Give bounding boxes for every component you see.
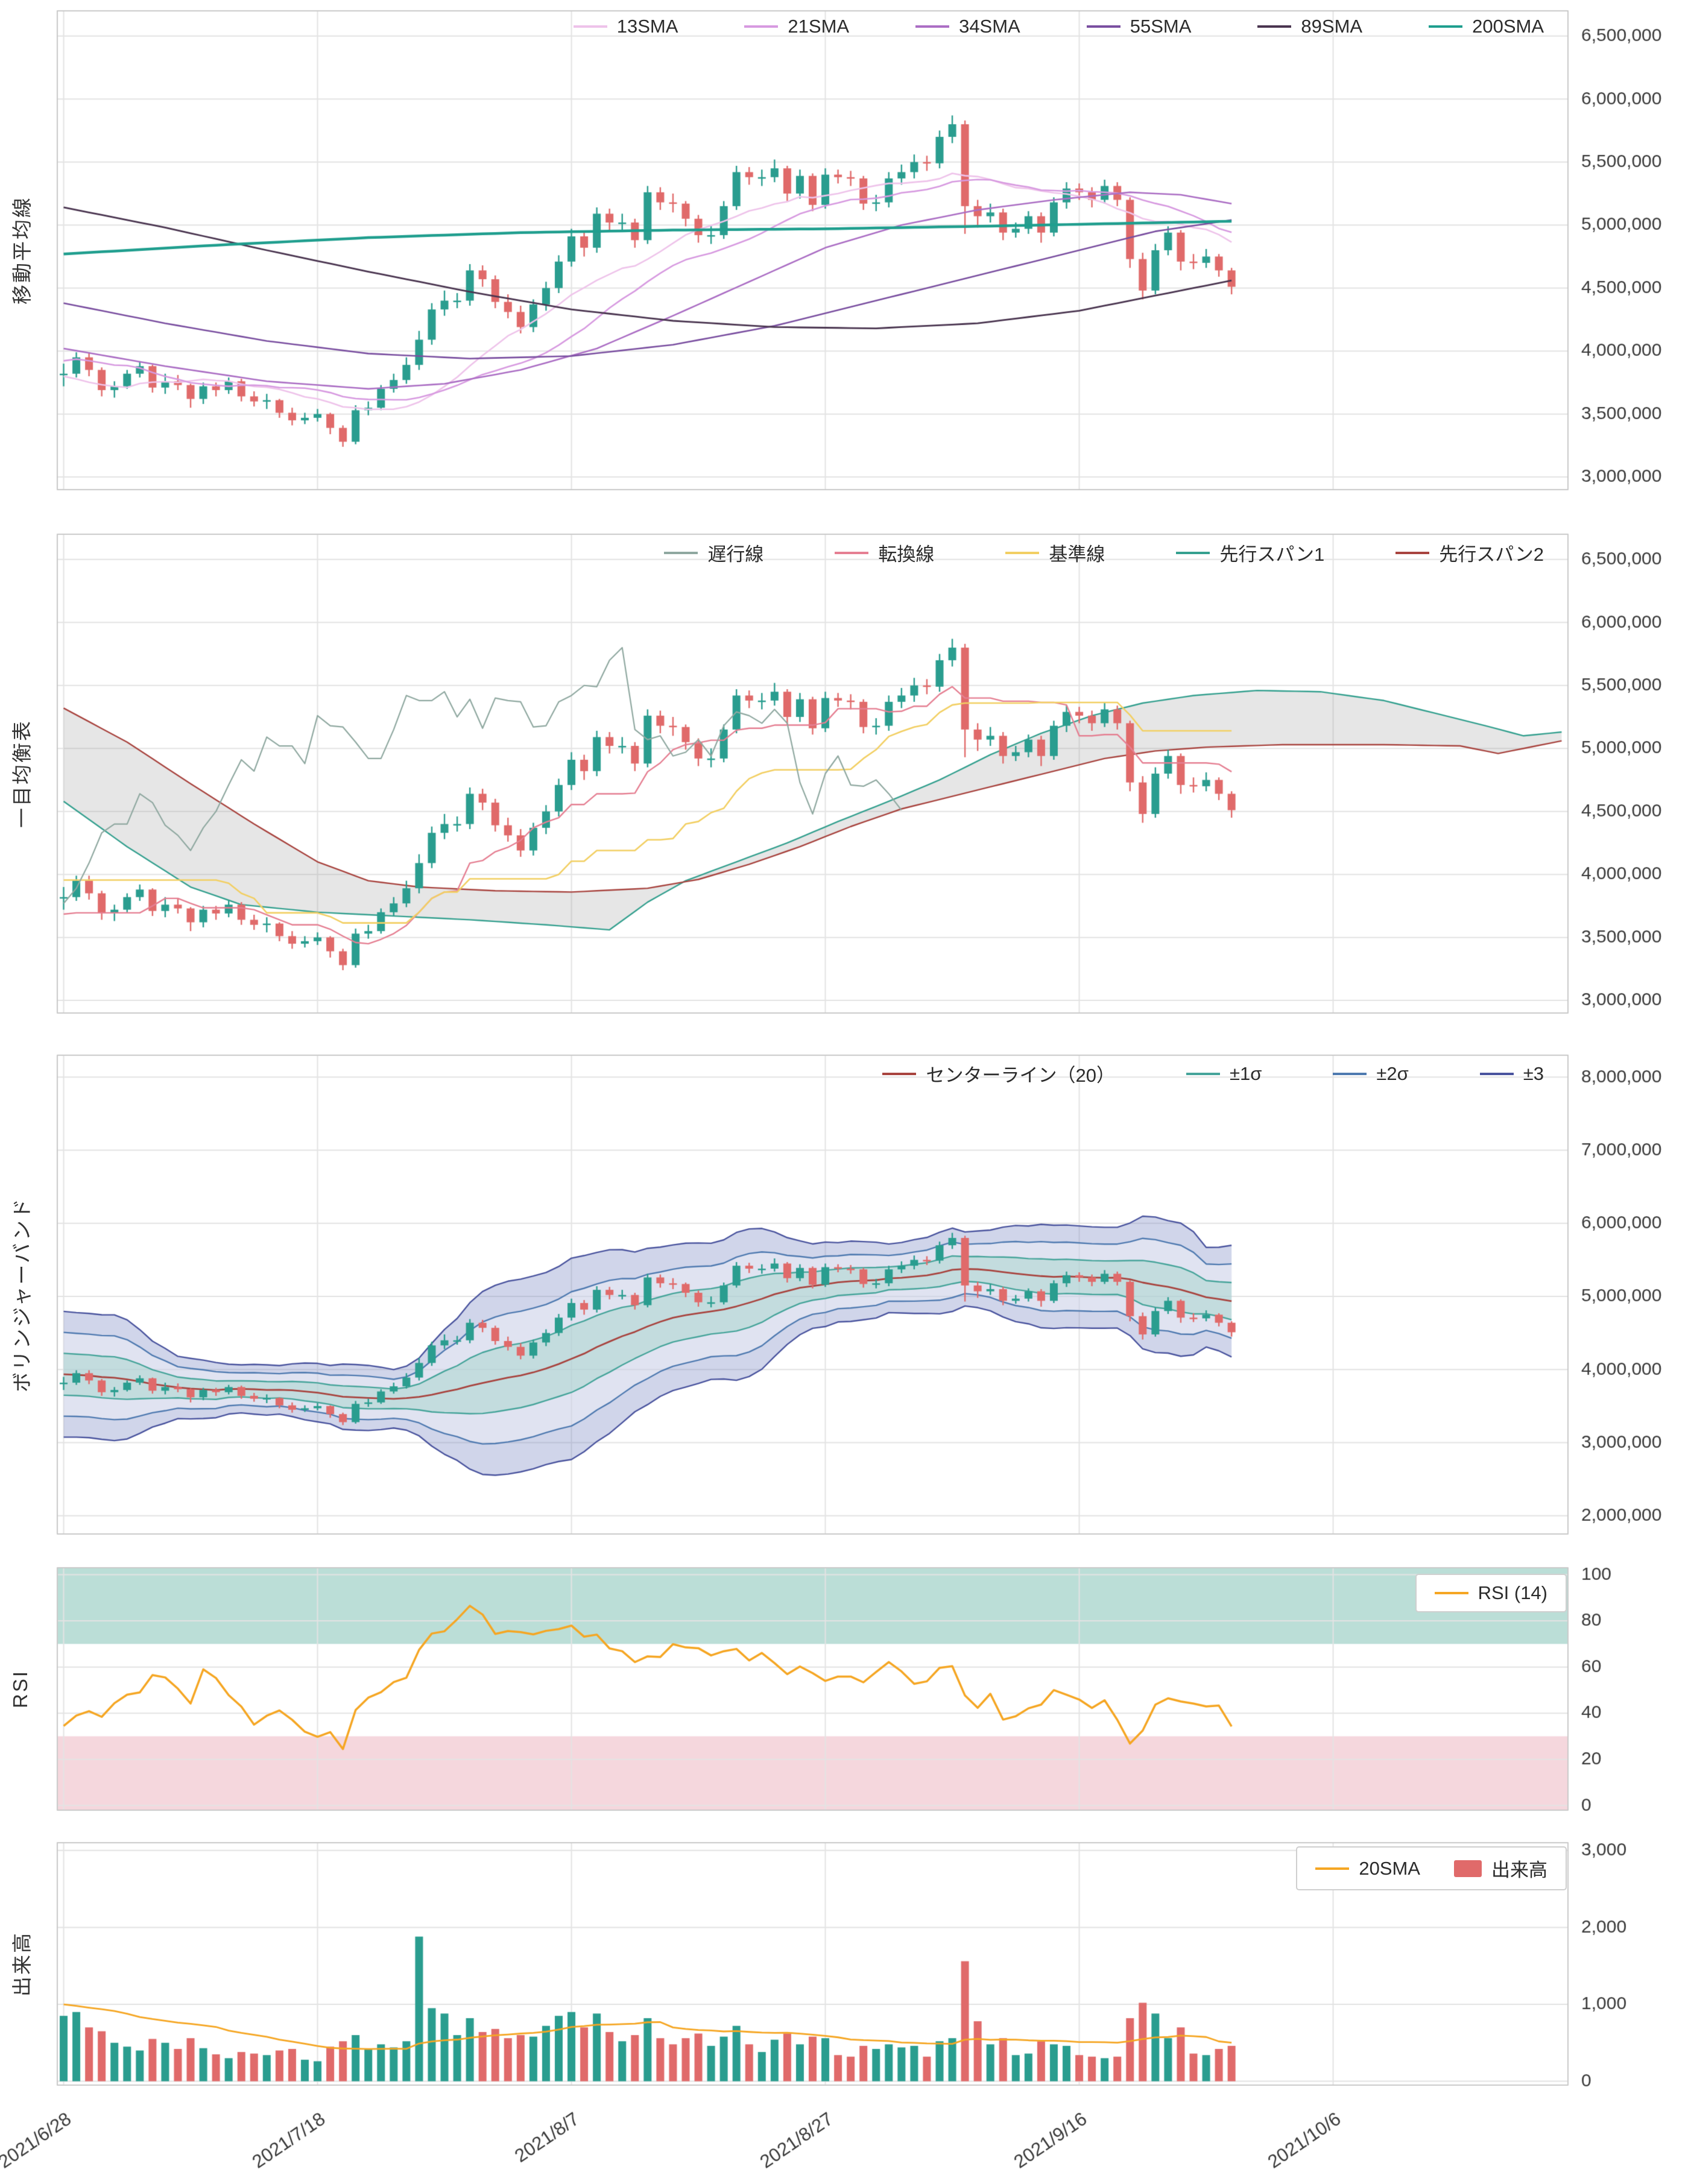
panel-ichimoku: 一目均衡表 遅行線 転換線 基準線 先行スパン1 先行スパン2 [0,529,1691,1018]
legend-line-swatch [1434,1592,1468,1594]
legend-item-ichimoku-4: 先行スパン2 [1395,539,1544,566]
legend-item-ichimoku-2: 基準線 [1005,539,1105,566]
legend-item-sma-3: 55SMA [1086,16,1192,37]
legend-label: 先行スパン2 [1439,544,1544,565]
volume-legend: 20SMA 出来高 [1296,1846,1567,1890]
volume-axis-title-text: 出来高 [11,1931,33,1996]
bollinger-legend: センターライン（20） ±1σ ±2σ ±3 [882,1060,1544,1087]
volume-axis-title: 出来高 [2,1839,39,2089]
moving-average-axis-title-text: 移動平均線 [11,196,33,305]
legend-line-swatch [1086,25,1120,28]
bollinger-plot-canvas [0,1050,1691,1539]
legend-item-bollinger-3: ±3 [1479,1062,1544,1085]
rsi-axis-title: RSI [2,1564,39,1814]
legend-label: 21SMA [788,16,850,37]
legend-label: センターライン（20） [926,1065,1115,1086]
rsi-plot-canvas [0,1564,1691,1814]
legend-line-swatch [1429,25,1463,28]
x-axis-date-labels-canvas [0,2090,1691,2184]
rsi-axis-title-text: RSI [9,1669,32,1709]
moving-average-axis-title: 移動平均線 [2,6,39,494]
legend-label: ±3 [1523,1062,1544,1084]
bollinger-axis-title: ボリンジャーバンド [2,1050,39,1539]
legend-item-bollinger-0: センターライン（20） [882,1060,1115,1087]
legend-line-swatch [1333,1072,1367,1075]
legend-item-sma-2: 34SMA [915,16,1020,37]
legend-item-volume-0: 20SMA [1315,1858,1420,1879]
panel-bollinger: ボリンジャーバンド センターライン（20） ±1σ ±2σ ±3 [0,1050,1691,1539]
legend-line-swatch [1176,551,1210,554]
legend-label: 20SMA [1359,1857,1420,1879]
rsi-legend: RSI (14) [1415,1574,1567,1612]
legend-item-rsi-0: RSI (14) [1434,1582,1547,1604]
legend-line-swatch [1257,25,1292,28]
bollinger-axis-title-text: ボリンジャーバンド [11,1197,34,1392]
ichimoku-axis-title: 一目均衡表 [2,529,39,1018]
legend-line-swatch [1479,1072,1514,1075]
legend-label: 200SMA [1472,16,1544,37]
legend-line-swatch [835,551,869,554]
legend-label: 出来高 [1491,1860,1547,1881]
legend-line-swatch [1395,551,1430,554]
legend-line-swatch [1315,1867,1350,1870]
panel-rsi: RSI RSI (14) [0,1564,1691,1814]
moving-average-legend: 13SMA 21SMA 34SMA 55SMA 89SMA 200SMA [573,16,1544,37]
legend-line-swatch [1186,1072,1220,1075]
ichimoku-plot-canvas [0,529,1691,1018]
legend-item-bollinger-2: ±2σ [1333,1062,1409,1085]
panel-volume: 出来高 20SMA 出来高 [0,1839,1691,2089]
legend-line-swatch [744,25,779,28]
legend-item-sma-0: 13SMA [573,16,678,37]
legend-item-ichimoku-3: 先行スパン1 [1176,539,1324,566]
moving-average-plot-canvas [0,6,1691,494]
legend-line-swatch [882,1072,917,1075]
legend-line-swatch [915,25,950,28]
legend-item-sma-5: 200SMA [1429,16,1544,37]
legend-item-ichimoku-0: 遅行線 [664,539,763,566]
panel-moving-average: 移動平均線 13SMA 21SMA 34SMA 55SMA 89SMA 200SMA [0,6,1691,494]
legend-item-sma-1: 21SMA [744,16,849,37]
legend-label: 遅行線 [707,544,764,565]
ichimoku-legend: 遅行線 転換線 基準線 先行スパン1 先行スパン2 [664,539,1544,566]
legend-label: ±1σ [1229,1062,1262,1084]
legend-item-ichimoku-1: 転換線 [835,539,934,566]
legend-item-bollinger-1: ±1σ [1186,1063,1262,1085]
legend-box-swatch [1454,1860,1482,1877]
legend-label: 基準線 [1049,544,1105,565]
legend-label: 先行スパン1 [1219,544,1325,565]
legend-label: 13SMA [616,16,678,37]
legend-label: 転換線 [878,544,935,565]
legend-item-volume-1: 出来高 [1454,1855,1547,1882]
legend-line-swatch [573,25,607,28]
legend-line-swatch [664,551,698,554]
ichimoku-axis-title-text: 一目均衡表 [11,719,33,828]
legend-label: 55SMA [1130,16,1192,37]
legend-line-swatch [1005,551,1040,554]
legend-item-sma-4: 89SMA [1257,16,1362,37]
legend-label: RSI (14) [1478,1582,1547,1603]
legend-label: ±2σ [1376,1062,1409,1084]
legend-label: 89SMA [1301,16,1363,37]
legend-label: 34SMA [959,16,1020,37]
